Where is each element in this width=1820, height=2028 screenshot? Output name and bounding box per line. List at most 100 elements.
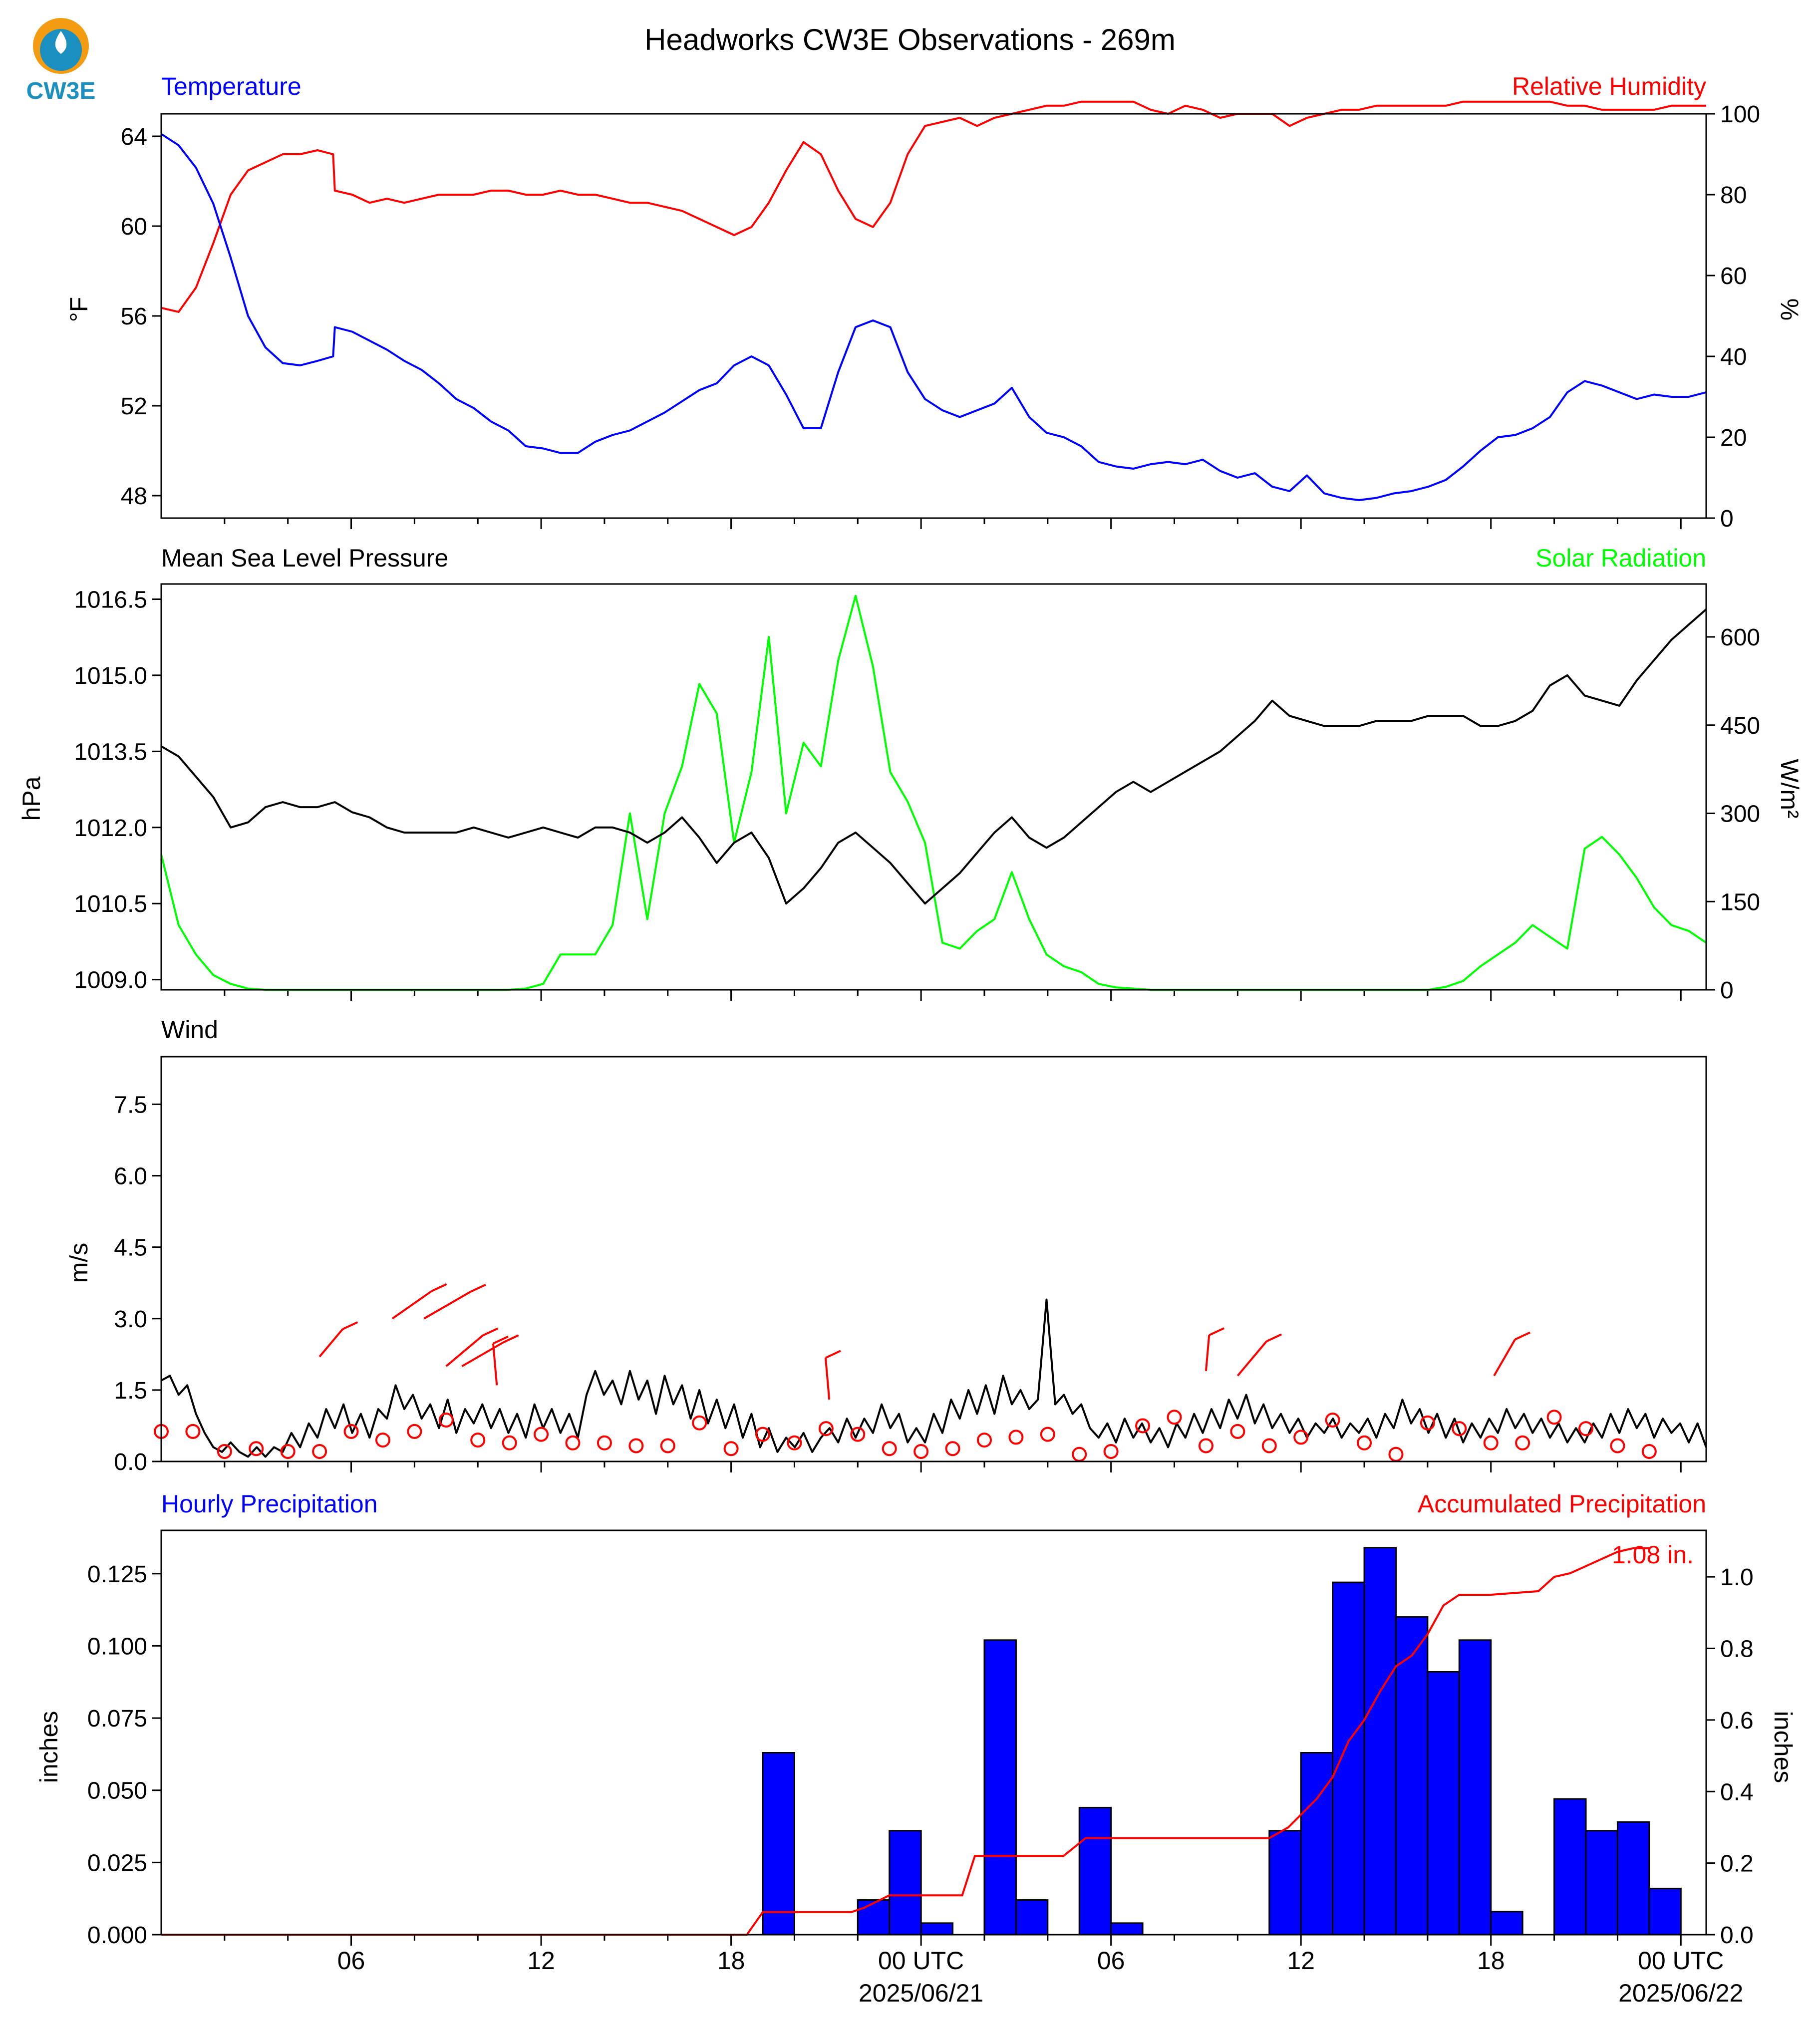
- precip-bar: [889, 1830, 922, 1936]
- humidity-line: [161, 100, 1706, 313]
- wind-barb-flag: [825, 1350, 841, 1359]
- wind-axis-label: m/s: [65, 1243, 93, 1283]
- precip-bar: [1616, 1821, 1650, 1936]
- wind-marker: [1072, 1447, 1087, 1462]
- wind-marker: [1261, 1438, 1277, 1453]
- wind-marker: [1452, 1421, 1467, 1437]
- wind-marker: [1135, 1418, 1151, 1434]
- y-tick-label: 0.000: [87, 1922, 147, 1949]
- panel4-series: [161, 1547, 1682, 1936]
- precip-bar: [1268, 1830, 1302, 1936]
- wind-marker: [1483, 1435, 1499, 1450]
- temperature-line: [160, 133, 1707, 501]
- panel-pressure-solar: Mean Sea Level Pressure Solar Radiation …: [17, 544, 1804, 1004]
- y-tick-label: 0.075: [87, 1706, 147, 1732]
- wind-marker: [1230, 1424, 1245, 1439]
- panel3-frame: [160, 1056, 1707, 1462]
- wind-marker: [534, 1427, 549, 1442]
- pressure-title: Mean Sea Level Pressure: [161, 544, 448, 572]
- y2-tick-label: 300: [1720, 801, 1760, 828]
- solar-line: [160, 594, 1707, 991]
- precip-bar: [1427, 1671, 1460, 1936]
- x-tick-label: 18: [1477, 1947, 1505, 1975]
- y-tick-label: 1015.0: [74, 663, 147, 689]
- precip-bar: [920, 1922, 954, 1936]
- wind-marker: [976, 1433, 992, 1448]
- logo-text: CW3E: [26, 78, 96, 104]
- panel1-x-ticks: [224, 518, 1682, 529]
- wind-marker: [945, 1441, 960, 1456]
- y-tick-label: 60: [121, 214, 147, 240]
- pressure-axis-label: hPa: [17, 776, 45, 821]
- y2-tick-label: 1.0: [1720, 1564, 1754, 1591]
- wind-marker: [1546, 1410, 1562, 1425]
- temperature-axis-label: °F: [65, 297, 93, 322]
- x-tick-label: 18: [717, 1947, 745, 1975]
- panel2-frame: [160, 583, 1707, 991]
- pressure-line: [160, 608, 1707, 905]
- x-date-label: 2025/06/21: [859, 1979, 983, 2007]
- wind-barb-flag: [1515, 1331, 1530, 1341]
- wind-marker: [1357, 1435, 1372, 1450]
- x-date-label: 2025/06/22: [1618, 1979, 1743, 2007]
- x-tick-label: 12: [1287, 1947, 1315, 1975]
- y-tick-label: 3.0: [114, 1306, 147, 1333]
- y-tick-label: 1012.0: [74, 815, 147, 842]
- accum-precip-axis-label: inches: [1769, 1711, 1797, 1783]
- wind-marker: [280, 1444, 296, 1459]
- wind-barb: [461, 1341, 504, 1367]
- wind-marker: [913, 1444, 929, 1459]
- y-tick-label: 1.5: [114, 1378, 147, 1404]
- panel-precipitation: Hourly Precipitation Accumulated Precipi…: [35, 1490, 1797, 2007]
- wind-barb: [1205, 1335, 1211, 1371]
- y-tick-label: 56: [121, 303, 147, 330]
- panel4-x-ticks: [224, 1935, 1682, 1946]
- wind-barb: [1493, 1339, 1516, 1377]
- wind-barb: [318, 1328, 343, 1358]
- y2-tick-label: 600: [1720, 624, 1760, 651]
- wind-barb-flag: [1209, 1327, 1225, 1336]
- wind-marker: [1198, 1438, 1213, 1453]
- wind-marker: [1578, 1421, 1593, 1437]
- hourly-precip-ticks: 0.000 0.025 0.050 0.075 0.100 0.125: [87, 1561, 161, 1949]
- wind-marker: [407, 1424, 422, 1439]
- wind-marker: [1167, 1410, 1182, 1425]
- precip-bar: [1332, 1581, 1365, 1936]
- panel-temperature-humidity: Temperature Relative Humidity °F % 48 52 5…: [65, 72, 1804, 532]
- y2-tick-label: 60: [1720, 263, 1747, 290]
- precip-bar: [1015, 1899, 1049, 1936]
- panel3-series: [154, 1283, 1707, 1462]
- wind-marker: [312, 1444, 327, 1459]
- temperature-title: Temperature: [161, 72, 302, 100]
- logo-drop-icon: [55, 31, 67, 54]
- wind-marker: [660, 1438, 675, 1453]
- wind-barb: [1236, 1341, 1267, 1377]
- y-tick-label: 1010.5: [74, 891, 147, 917]
- wind-barb-flag: [1266, 1333, 1282, 1343]
- y-tick-label: 0.025: [87, 1850, 147, 1876]
- y-tick-label: 48: [121, 483, 147, 510]
- precip-bar: [1110, 1922, 1144, 1936]
- y2-tick-label: 150: [1720, 889, 1760, 915]
- panel2-x-ticks: [224, 990, 1682, 1001]
- x-axis-labels: 06 12 18 00 UTC 06 12 18 00 UTC 2025/06/21 2025/0…: [337, 1947, 1744, 2007]
- wind-barb: [391, 1290, 432, 1320]
- wind-barb: [492, 1343, 498, 1386]
- wind-marker: [597, 1435, 612, 1450]
- y2-tick-label: 20: [1720, 425, 1747, 451]
- wind-marker: [1610, 1438, 1625, 1453]
- precip-bar: [1078, 1806, 1112, 1936]
- wind-marker: [470, 1433, 486, 1448]
- wind-marker: [502, 1435, 517, 1450]
- wind-marker: [249, 1441, 264, 1456]
- panel1-frame: [160, 113, 1707, 519]
- accum-precip-title: Accumulated Precipitation: [1418, 1490, 1706, 1518]
- wind-barb: [824, 1358, 831, 1400]
- wind-marker: [723, 1441, 739, 1456]
- panel2-series: [160, 594, 1707, 991]
- precip-bar: [762, 1752, 795, 1936]
- y-tick-label: 1009.0: [74, 967, 147, 994]
- y2-tick-label: 0: [1720, 506, 1734, 532]
- precip-bar: [1458, 1639, 1492, 1936]
